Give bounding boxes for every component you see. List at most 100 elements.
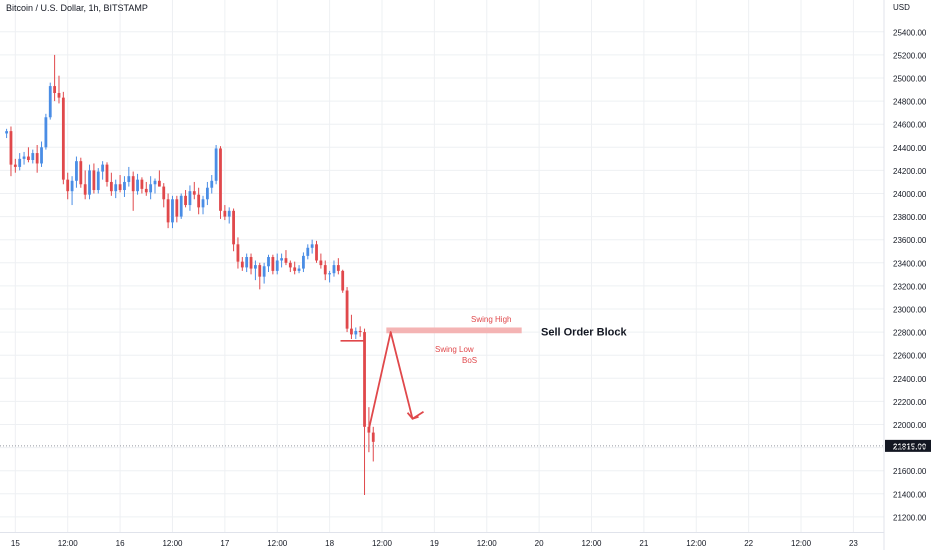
y-tick-label: 23400.00 xyxy=(893,259,927,268)
y-tick-label: 21400.00 xyxy=(893,490,927,499)
y-tick-label: 24200.00 xyxy=(893,167,927,176)
y-tick-label: 25000.00 xyxy=(893,75,927,84)
y-tick-label: 24400.00 xyxy=(893,144,927,153)
candle-body xyxy=(232,210,235,245)
y-tick-label: 24600.00 xyxy=(893,121,927,130)
candle-body xyxy=(109,181,113,192)
y-tick-label: 22000.00 xyxy=(893,421,927,430)
y-tick-label: 22200.00 xyxy=(893,398,927,407)
candle-body xyxy=(249,257,253,269)
candle-body xyxy=(35,153,39,164)
y-tick-label: 24000.00 xyxy=(893,190,927,199)
candle-body xyxy=(83,184,87,195)
candle-body xyxy=(367,426,371,433)
candle-body xyxy=(328,273,332,275)
last-price-badge xyxy=(885,439,931,452)
y-tick-label: 22600.00 xyxy=(893,352,927,361)
candle-body xyxy=(205,187,209,200)
candle-body xyxy=(101,164,105,172)
candle-body xyxy=(88,170,91,195)
sell-order-block-label: Sell Order Block xyxy=(541,326,627,338)
candle-body xyxy=(254,265,257,269)
x-tick-label: 12:00 xyxy=(58,539,79,548)
x-tick-label: 12:00 xyxy=(477,539,498,548)
y-tick-label: 23600.00 xyxy=(893,236,927,245)
candle-body xyxy=(22,156,26,159)
candle-body xyxy=(219,148,222,211)
arrowhead-icon xyxy=(406,412,419,420)
candle-body xyxy=(271,257,275,271)
last-price-label: 21815.00 xyxy=(893,442,927,451)
candle-body xyxy=(262,266,266,277)
candle-body xyxy=(136,179,139,192)
candle-body xyxy=(27,156,30,161)
projected-price-path xyxy=(368,331,424,430)
candle-body xyxy=(350,328,353,335)
candle-body xyxy=(5,131,8,134)
x-tick-label: 19 xyxy=(430,539,439,548)
candle-body xyxy=(127,176,131,182)
candle-body xyxy=(354,330,358,335)
candle-body xyxy=(18,158,22,167)
candle-body xyxy=(284,258,288,263)
candle-body xyxy=(96,171,100,191)
candle-body xyxy=(323,265,327,275)
x-tick-label: 12:00 xyxy=(267,539,288,548)
x-tick-label: 16 xyxy=(116,539,125,548)
candle-body xyxy=(105,164,109,182)
y-tick-label: 21200.00 xyxy=(893,513,927,522)
candle-body xyxy=(293,267,297,271)
y-tick-label: 23200.00 xyxy=(893,282,927,291)
candle-body xyxy=(267,257,270,267)
x-tick-label: 22 xyxy=(744,539,753,548)
x-tick-label: 12:00 xyxy=(162,539,183,548)
y-tick-label: 25400.00 xyxy=(893,28,927,37)
candle-body xyxy=(192,191,196,195)
x-tick-label: 20 xyxy=(535,539,544,548)
candle-body xyxy=(149,184,153,193)
y-tick-label: 22800.00 xyxy=(893,329,927,338)
candle-body xyxy=(188,191,192,206)
x-tick-label: 12:00 xyxy=(686,539,707,548)
annotations: 21815.00 Sell Order Block Swing High Swing … xyxy=(0,315,931,452)
candle-body xyxy=(332,265,336,274)
y-tick-label: 23800.00 xyxy=(893,213,927,222)
x-tick-label: 23 xyxy=(849,539,858,548)
candle-body xyxy=(345,290,349,329)
candle-body xyxy=(140,179,144,189)
candle-body xyxy=(40,147,43,164)
candle-body xyxy=(306,247,310,256)
candle-body xyxy=(131,176,135,192)
candles xyxy=(5,54,375,495)
y-tick-label: 21600.00 xyxy=(893,467,927,476)
candle-body xyxy=(184,195,187,206)
candle-body xyxy=(175,199,179,217)
candle-body xyxy=(118,184,122,191)
candle-body xyxy=(166,199,170,223)
candle-body xyxy=(123,181,126,191)
candle-body xyxy=(179,195,183,217)
candle-body xyxy=(341,270,345,291)
candle-body xyxy=(315,244,318,261)
candle-body xyxy=(53,86,57,94)
time-axis: 15 12:00 16 12:00 17 12:00 18 12:00 19 12:00 20 12:… xyxy=(11,539,859,548)
candle-body xyxy=(157,180,161,187)
y-tick-label: 25200.00 xyxy=(893,51,927,60)
swing-low-label: Swing Low xyxy=(435,345,474,354)
chart-title: Bitcoin / U.S. Dollar, 1h, BITSTAMP xyxy=(6,3,148,13)
price-axis: 21200.00 21400.00 21600.00 21800.00 22000.00… xyxy=(893,3,927,522)
candle-body xyxy=(302,255,305,269)
swing-high-label: Swing High xyxy=(471,315,511,324)
currency-label: USD xyxy=(893,3,910,12)
candle-body xyxy=(70,180,74,192)
candle-body xyxy=(114,184,118,192)
candle-body xyxy=(153,180,157,185)
candle-body xyxy=(44,117,48,148)
candle-body xyxy=(236,244,240,262)
y-tick-label: 23000.00 xyxy=(893,306,927,315)
candle-body xyxy=(363,332,366,427)
candle-body xyxy=(310,244,314,248)
candle-body xyxy=(92,170,96,191)
